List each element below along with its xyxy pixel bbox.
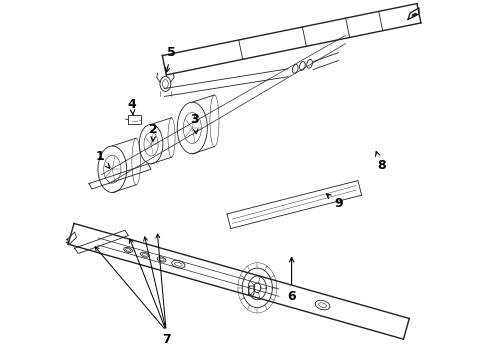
Text: 4: 4: [128, 98, 136, 114]
Text: 2: 2: [149, 123, 158, 142]
Text: 9: 9: [326, 194, 343, 210]
Text: 1: 1: [96, 150, 110, 168]
Text: 3: 3: [191, 113, 199, 134]
Text: 8: 8: [376, 152, 386, 172]
Text: 7: 7: [162, 333, 171, 346]
Text: 6: 6: [287, 257, 296, 303]
Text: 5: 5: [166, 46, 176, 72]
